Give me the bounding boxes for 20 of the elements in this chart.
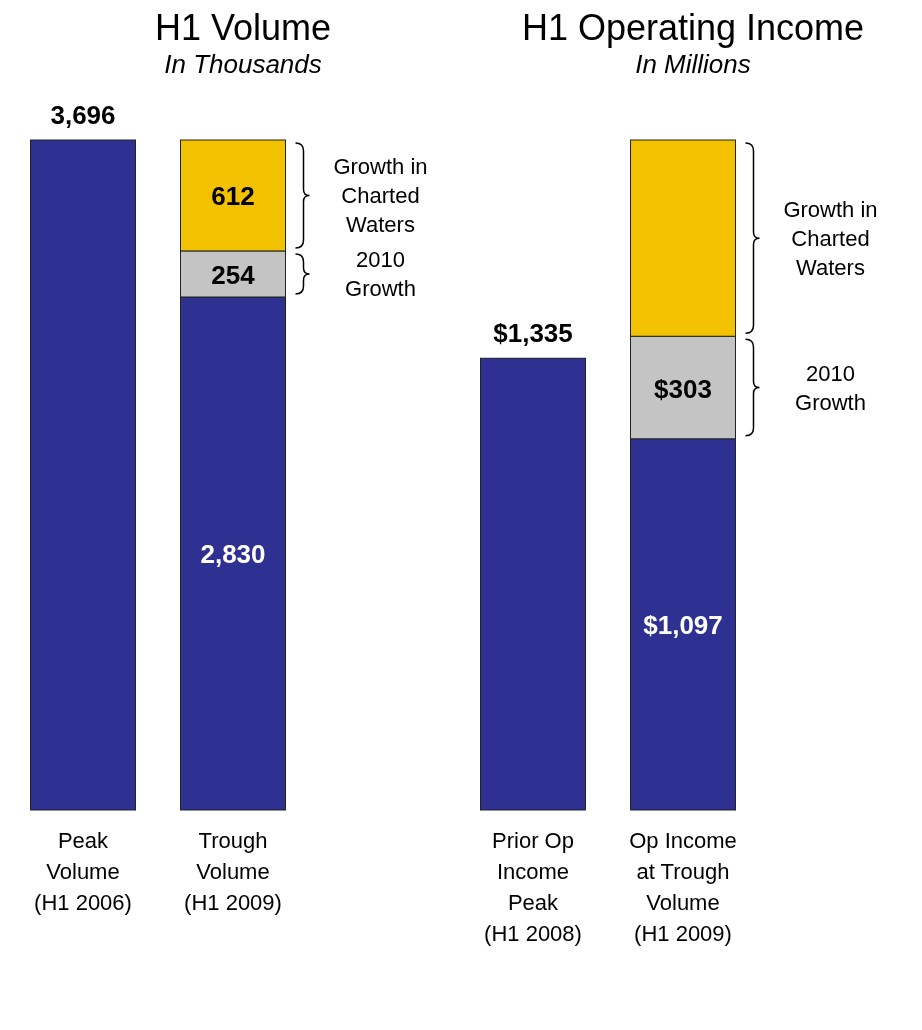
text: 2010 Growth xyxy=(345,247,416,302)
data-label: 2,830 xyxy=(200,539,266,570)
x-tick-label: Op Income at Trough Volume (H1 2009) xyxy=(629,828,737,946)
data-label: 612 xyxy=(211,181,255,212)
text: 2010 Growth xyxy=(795,361,866,416)
bar xyxy=(480,357,586,811)
data-label: 3,696 xyxy=(50,100,116,130)
chart-subtitle: In Thousands xyxy=(163,48,323,80)
data-label: $303 xyxy=(654,373,712,404)
x-tick-label: Trough Volume (H1 2009) xyxy=(184,828,282,915)
x-tick-label: Peak Volume (H1 2006) xyxy=(34,828,132,915)
x-tick-label: Prior Op Income Peak (H1 2008) xyxy=(484,828,582,946)
data-label: $1,097 xyxy=(643,610,723,641)
chart-title: H1 Volume xyxy=(153,7,333,48)
chart-subtitle: In Millions xyxy=(634,48,752,80)
text: Growth in Charted Waters xyxy=(333,154,428,238)
data-label: 254 xyxy=(211,259,256,290)
text: Growth in Charted Waters xyxy=(783,197,878,281)
chart-title: H1 Operating Income xyxy=(520,7,866,48)
data-label: $1,335 xyxy=(493,318,573,349)
